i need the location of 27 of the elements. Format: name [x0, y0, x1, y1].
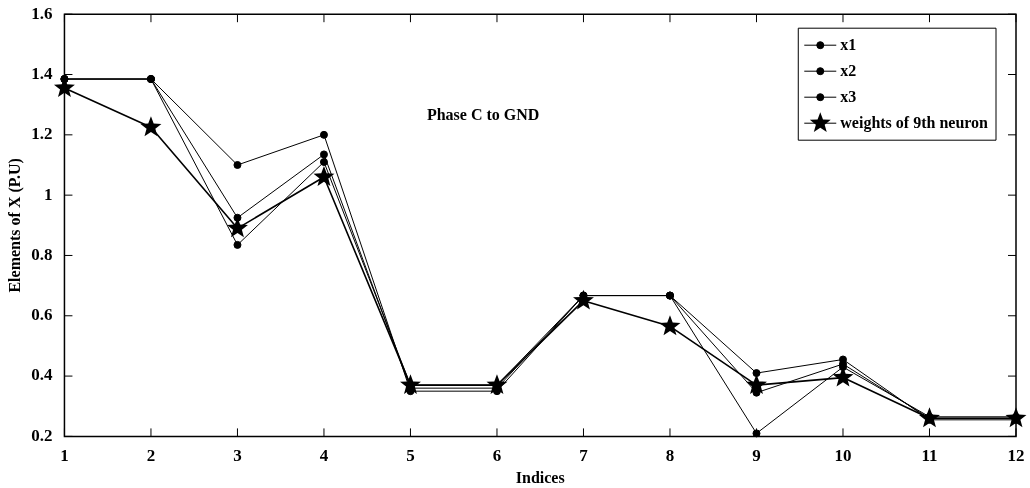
y-tick-label: 0.4: [31, 365, 53, 385]
y-tick-label: 0.8: [31, 244, 53, 264]
y-tick-label: 1.6: [31, 3, 53, 23]
x-tick-label: 4: [319, 445, 329, 465]
legend-label: x3: [840, 88, 857, 106]
x-tick-label: 8: [665, 445, 675, 465]
x-tick-label: 5: [406, 445, 415, 465]
x-tick-label: 12: [1007, 445, 1025, 465]
x-axis-title: Indices: [515, 468, 565, 486]
y-tick-label: 1.4: [31, 63, 53, 83]
x-tick-label: 3: [233, 445, 242, 465]
y-tick-label: 1: [43, 184, 53, 204]
x-tick-label: 7: [579, 445, 589, 465]
y-tick-label: 1.2: [31, 124, 53, 144]
annotation: Phase C to GND: [426, 105, 540, 123]
y-tick-label: 0.2: [31, 425, 53, 445]
x-tick-label: 10: [834, 445, 852, 465]
legend-label: x1: [840, 36, 857, 54]
y-axis-title: Elements of X (P.U): [5, 158, 24, 293]
x-tick-label: 1: [60, 445, 69, 465]
legend-label: weights of 9th neuron: [840, 114, 989, 133]
x-tick-label: 2: [146, 445, 156, 465]
y-tick-label: 0.6: [31, 305, 53, 325]
x-tick-label: 9: [752, 445, 761, 465]
legend-label: x2: [840, 62, 857, 80]
x-tick-label: 11: [921, 445, 938, 465]
x-tick-label: 6: [492, 445, 502, 465]
